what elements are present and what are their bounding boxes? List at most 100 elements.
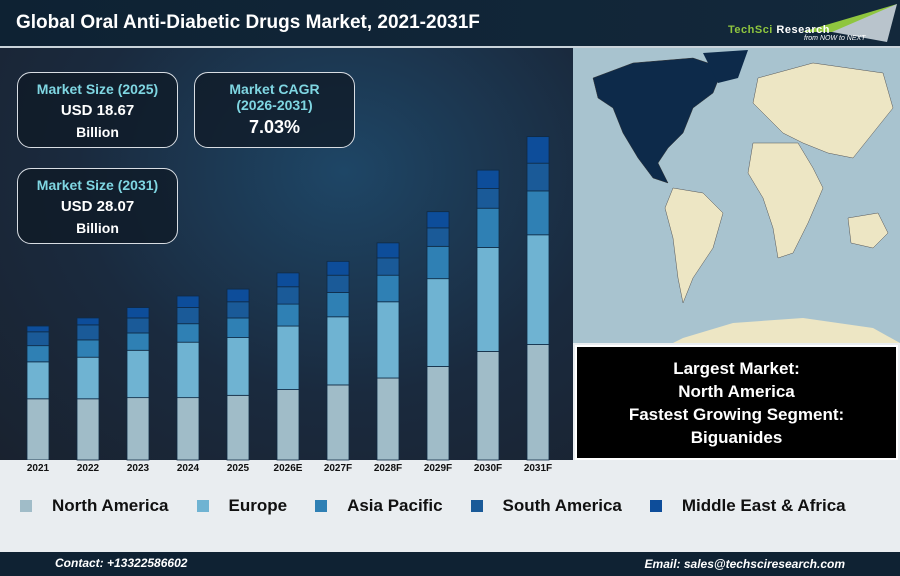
antarctica-shape xyxy=(673,318,900,343)
legend-item: Asia Pacific xyxy=(315,496,443,516)
x-tick-label: 2031F xyxy=(524,463,552,473)
kpi-heading: Market Size (2031) xyxy=(36,177,159,193)
bar-segment xyxy=(476,188,500,209)
page-title: Global Oral Anti-Diabetic Drugs Market, … xyxy=(16,12,480,33)
legend-label: North America xyxy=(52,496,169,515)
bar-segment xyxy=(26,325,50,333)
bar-segment xyxy=(226,288,250,303)
bar-segment xyxy=(26,345,50,363)
bar-segment xyxy=(426,211,450,229)
bar-segment xyxy=(26,398,50,461)
legend-item: South America xyxy=(470,496,622,516)
bar-segment xyxy=(276,303,300,327)
x-tick-label: 2028F xyxy=(374,463,402,473)
bar-segment xyxy=(276,286,300,305)
bar-segment xyxy=(176,307,200,325)
bar-segment xyxy=(526,344,550,461)
bar-segment xyxy=(176,397,200,461)
europe-asia-shape xyxy=(752,62,894,159)
fastest-segment-label: Fastest Growing Segment: xyxy=(628,405,845,424)
x-tick-label: 2026E xyxy=(274,463,303,473)
bar-segment xyxy=(476,169,500,189)
bar-segment xyxy=(76,317,100,326)
kpi-unit: Billion xyxy=(76,220,119,236)
bar-segment xyxy=(376,377,400,461)
bar-segment xyxy=(426,278,450,367)
legend-swatch xyxy=(196,500,209,512)
logo-text-b: Research xyxy=(772,24,830,36)
legend-item: North America xyxy=(20,496,169,516)
bar-segment xyxy=(126,317,150,334)
logo-swoosh-icon xyxy=(802,4,897,42)
bar-segment xyxy=(176,295,200,308)
bar-segment xyxy=(26,331,50,347)
x-tick-label: 2027F xyxy=(324,463,352,473)
bar-segment xyxy=(426,245,450,280)
largest-market-label: Largest Market: xyxy=(673,359,800,378)
legend-label: Asia Pacific xyxy=(347,496,443,515)
kpi-market-size-2031: Market Size (2031) USD 28.07 Billion xyxy=(17,168,178,244)
x-tick-label: 2023 xyxy=(127,463,150,473)
bar-segment xyxy=(426,366,450,461)
kpi-value: 7.03% xyxy=(248,117,301,137)
bar-segment xyxy=(226,337,250,396)
australia-shape xyxy=(847,212,889,249)
kpi-market-cagr: Market CAGR (2026-2031) 7.03% xyxy=(194,72,355,148)
logo-tagline: from NOW to NEXT xyxy=(804,35,866,42)
bar-segment xyxy=(226,301,250,319)
footer: Contact: +13322586602 Email: sales@techs… xyxy=(0,552,900,576)
kpi-heading: Market CAGR (2026-2031) xyxy=(229,81,320,113)
bar-segment xyxy=(276,325,300,390)
bar-segment xyxy=(126,332,150,351)
bar-segment xyxy=(476,247,500,352)
fastest-segment-value: Biguanides xyxy=(690,428,783,447)
legend-swatch xyxy=(20,500,32,512)
x-tick-label: 2024 xyxy=(177,463,200,473)
stacked-bar-chart: 2021 2022 2023 2024 2025 2026E 2027F 2028F 2029F… xyxy=(0,136,573,473)
legend-item: Europe xyxy=(196,496,288,516)
bar-segment xyxy=(476,351,500,461)
south-america-shape xyxy=(664,187,724,304)
chart-legend: North America Europe Asia Pacific South Ame… xyxy=(0,462,900,550)
legend-label: Middle East & Africa xyxy=(681,496,846,515)
bar-segment xyxy=(326,384,350,461)
bar-segment xyxy=(76,398,100,461)
bar-segment xyxy=(376,242,400,259)
logo-text-a: TechSci xyxy=(728,24,773,36)
legend-swatch xyxy=(315,500,328,512)
bar-segment xyxy=(126,349,150,399)
bar-segment xyxy=(476,207,500,248)
contact-email: Email: sales@techsciresearch.com xyxy=(644,557,845,571)
x-tick-label: 2029F xyxy=(424,463,452,473)
bar-segment xyxy=(326,274,350,293)
bar-segment xyxy=(526,136,550,164)
techsci-logo: TechSci Research from NOW to NEXT xyxy=(722,2,900,46)
key-facts-box: Largest Market: North America Fastest Gr… xyxy=(575,345,898,460)
bar-segment xyxy=(176,341,200,399)
legend-swatch xyxy=(470,500,483,512)
bar-segment xyxy=(326,260,350,276)
legend-swatch xyxy=(649,500,662,512)
world-map xyxy=(573,48,900,343)
bar-segment xyxy=(276,272,300,288)
bar-segment xyxy=(226,394,250,461)
legend-label: Europe xyxy=(228,496,288,515)
bar-segment xyxy=(126,307,150,319)
africa-shape xyxy=(747,142,824,259)
header: Global Oral Anti-Diabetic Drugs Market, … xyxy=(0,0,900,48)
bar-segment xyxy=(226,317,250,338)
bar-segment xyxy=(76,324,100,341)
bar-segment xyxy=(326,292,350,318)
contact-phone: Contact: +13322586602 xyxy=(55,556,188,570)
bar-segment xyxy=(26,361,50,400)
x-tick-label: 2030F xyxy=(474,463,502,473)
bar-segment xyxy=(176,323,200,343)
x-tick-label: 2021 xyxy=(27,463,50,473)
kpi-value: USD 28.07 xyxy=(60,198,135,215)
bar-segment xyxy=(276,389,300,461)
x-tick-label: 2022 xyxy=(77,463,100,473)
kpi-heading: Market Size (2025) xyxy=(36,81,159,97)
bar-segment xyxy=(326,316,350,386)
bar-segment xyxy=(426,227,450,247)
kpi-market-size-2025: Market Size (2025) USD 18.67 Billion xyxy=(17,72,178,148)
